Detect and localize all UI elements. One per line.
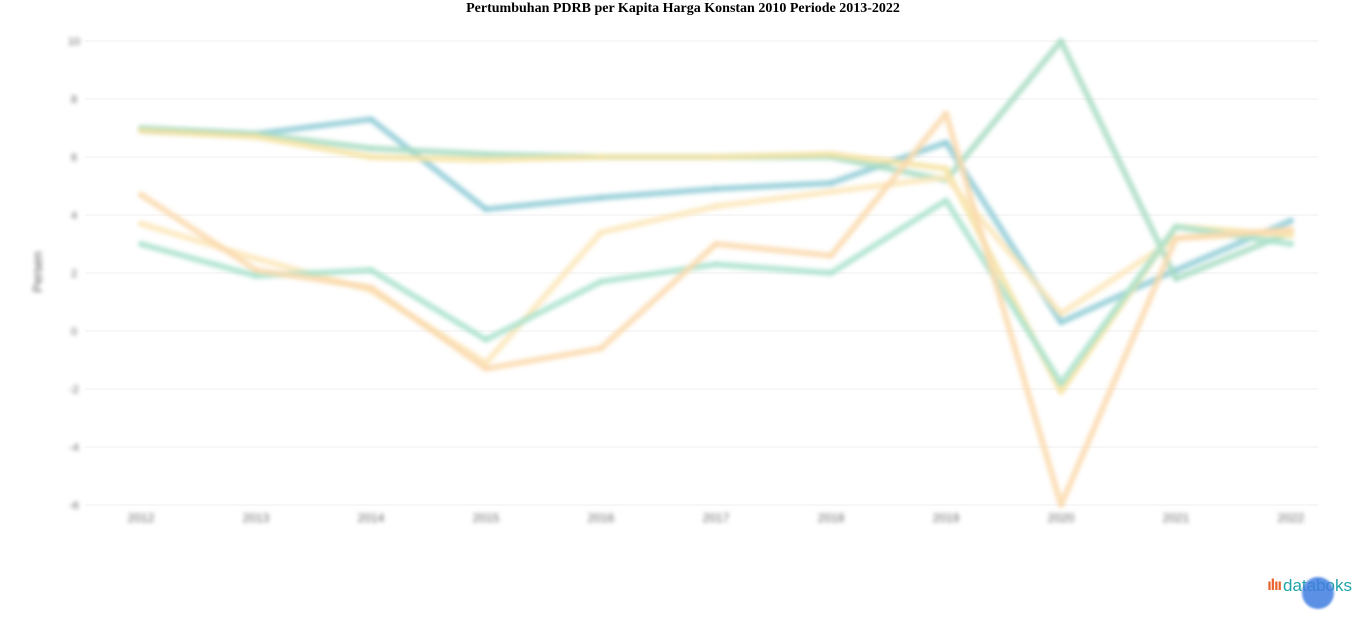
series-6-point: [944, 111, 948, 116]
x-tick-label: 2022: [1278, 511, 1305, 525]
series-3-point: [139, 128, 143, 133]
series-3-point: [829, 152, 833, 157]
series-2-point: [1174, 276, 1178, 281]
series-6-point: [254, 268, 258, 273]
series-5-point: [829, 271, 833, 275]
series-6-point: [1059, 503, 1063, 507]
series-6-point: [599, 346, 603, 351]
series-4-point: [944, 175, 948, 180]
series-5-point: [1289, 242, 1293, 246]
series-2-point: [1059, 39, 1063, 43]
y-tick-label: -2: [69, 384, 79, 396]
x-tick-label: 2013: [243, 511, 270, 525]
x-axis-ticks: 2012 2013 2014 2015 2016 2017 2018 2019 2020 2021…: [128, 511, 1305, 525]
series-1-point: [369, 117, 373, 122]
series-5-point: [139, 242, 143, 246]
y-tick-label: -4: [69, 442, 79, 454]
databoks-logo-icon: ılıı: [1267, 577, 1282, 594]
series-line-5: [138, 197, 1294, 387]
series-4-point: [714, 204, 718, 209]
series-3-point: [714, 155, 718, 159]
x-tick-label: 2017: [703, 511, 730, 525]
y-tick-label: 0: [71, 326, 77, 338]
series-2-point: [484, 152, 488, 157]
y-axis-label: Persen: [30, 251, 45, 292]
series-1-point: [599, 195, 603, 200]
series-1-point: [944, 140, 948, 145]
series-1-point: [1059, 320, 1063, 325]
series-5-point: [1059, 381, 1063, 386]
series-5-point: [714, 262, 718, 267]
series-6-point: [369, 285, 373, 290]
series-1-point: [829, 181, 833, 186]
series-4-point: [484, 360, 488, 365]
series-4-point: [829, 189, 833, 194]
series-3-point: [369, 155, 373, 159]
y-tick-label: -6: [69, 500, 79, 512]
x-tick-label: 2020: [1048, 511, 1075, 525]
series-6-point: [829, 253, 833, 258]
series-4-point: [254, 256, 258, 261]
series-6-point: [484, 366, 488, 371]
series-2-point: [369, 146, 373, 151]
series-4-point: [1059, 311, 1063, 316]
series-3-point: [1059, 389, 1063, 394]
y-tick-label: 2: [71, 268, 77, 280]
chart-title: Pertumbuhan PDRB per Kapita Harga Konsta…: [466, 1, 900, 16]
series-5-point: [1174, 224, 1178, 229]
y-axis-ticks: -6 -4 -2 0 2 4 6 8 10: [68, 36, 80, 512]
series-3-point: [944, 166, 948, 171]
y-axis-label-group: Persen: [30, 251, 45, 292]
series-5-point: [484, 337, 488, 342]
chat-bubble-icon[interactable]: [1302, 577, 1334, 609]
series-1-point: [1289, 218, 1293, 223]
x-tick-label: 2016: [588, 511, 615, 525]
series-5-point: [254, 273, 258, 278]
series-5-point: [369, 268, 373, 273]
x-tick-label: 2021: [1163, 511, 1190, 525]
series-5-point: [599, 279, 603, 284]
series-6-point: [1289, 227, 1293, 232]
x-tick-label: 2019: [933, 511, 960, 525]
series-6-point: [1174, 236, 1178, 241]
x-tick-label: 2014: [358, 511, 385, 525]
series-6-point: [714, 242, 718, 246]
y-tick-label: 10: [68, 36, 80, 48]
y-tick-label: 4: [71, 210, 77, 222]
series-3-point: [599, 155, 603, 159]
series-4-point: [139, 221, 143, 226]
series-4-point: [599, 230, 603, 235]
series-5-point: [944, 198, 948, 203]
series-lines: [138, 38, 1294, 508]
y-tick-label: 6: [71, 152, 77, 164]
x-tick-label: 2015: [473, 511, 500, 525]
series-6-point: [139, 192, 143, 197]
series-3-point: [254, 134, 258, 139]
series-3-point: [484, 157, 488, 162]
series-1-point: [714, 186, 718, 191]
y-tick-label: 8: [71, 94, 77, 106]
x-tick-label: 2012: [128, 511, 155, 525]
series-1-point: [484, 207, 488, 212]
x-tick-label: 2018: [818, 511, 845, 525]
